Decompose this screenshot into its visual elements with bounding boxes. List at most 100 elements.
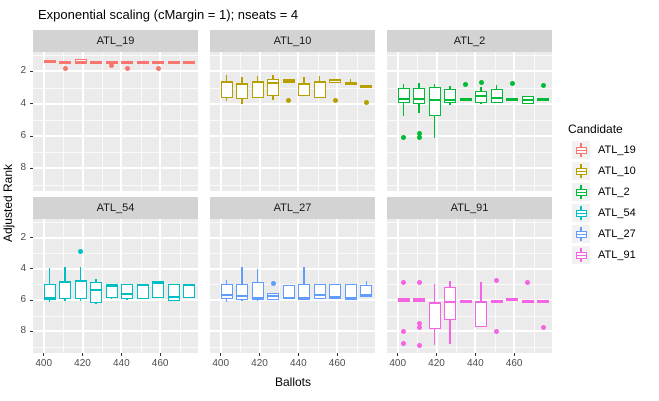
x-axis-tick-mark: [436, 353, 437, 356]
boxplot-whisker: [225, 75, 228, 82]
boxplot-box: [344, 283, 357, 300]
gridline-minor: [494, 219, 496, 353]
y-axis-tick-mark: [30, 135, 33, 137]
legend-item-label: ATL_91: [598, 249, 636, 261]
gridline-minor: [179, 52, 181, 191]
gridline-minor: [455, 52, 457, 191]
boxplot-median-line: [152, 282, 165, 285]
x-axis-tick-label: 440: [112, 358, 130, 369]
boxplot-whisker: [449, 102, 451, 105]
outlier-point: [286, 97, 292, 103]
outlier-point: [401, 328, 406, 334]
gridline-minor: [533, 219, 535, 353]
boxplot-box: [475, 300, 488, 327]
x-axis-tick-label: 440: [466, 358, 484, 369]
outlier-point: [124, 66, 130, 72]
boxplot-whisker: [79, 299, 82, 301]
outlier-point: [401, 341, 406, 347]
y-axis-title: Adjusted Rank: [1, 163, 15, 243]
boxplot-median-line: [444, 98, 457, 101]
gridline-major: [513, 219, 516, 353]
boxplot-box: [282, 285, 295, 300]
gridline-major: [258, 52, 261, 191]
gridline-minor: [140, 52, 142, 191]
boxplot-whisker: [449, 280, 451, 287]
y-axis-tick-mark: [30, 70, 33, 72]
y-axis-tick-label: 8: [20, 162, 26, 174]
boxplot-whisker: [418, 103, 420, 114]
gridline-major: [387, 70, 552, 73]
facet-strip-ATL_27: ATL_27: [210, 197, 375, 219]
outlier-point: [78, 249, 84, 255]
facet-strip-ATL_54: ATL_54: [33, 197, 198, 219]
boxplot-box: [413, 87, 426, 104]
outlier-point: [463, 81, 469, 87]
outlier-point: [540, 324, 546, 330]
gridline-major: [120, 52, 123, 191]
key-median-line: [575, 212, 587, 214]
x-axis-tick-mark: [82, 353, 83, 356]
outlier-point: [332, 97, 338, 103]
gridline-minor: [387, 55, 552, 57]
facet-strip-ATL_10: ATL_10: [210, 30, 375, 52]
gridline-major: [396, 52, 399, 191]
boxplot-median-line: [121, 292, 134, 295]
boxplot-box: [152, 281, 165, 299]
y-axis-tick-label: 6: [20, 294, 26, 306]
boxplot-whisker: [303, 266, 305, 284]
boxplot-median-line: [360, 294, 373, 297]
boxplot-whisker: [433, 283, 436, 302]
gridline-major: [33, 167, 198, 170]
facet-panel-ATL_19: [33, 52, 198, 191]
boxplot-key-icon: [572, 225, 590, 243]
x-axis-tick-label: 420: [251, 358, 268, 369]
gridline-major: [396, 219, 399, 353]
boxplot-whisker: [241, 98, 243, 104]
gridline-minor: [387, 152, 552, 154]
boxplot-median-line: [537, 97, 550, 100]
boxplot-median-line: [136, 60, 149, 63]
outlier-point: [494, 278, 500, 284]
boxplot-median-line: [251, 81, 264, 84]
boxplot-box: [136, 283, 149, 300]
gridline-major: [159, 52, 162, 191]
gridline-minor: [387, 119, 552, 121]
outlier-point: [401, 135, 406, 141]
boxplot-median-line: [490, 299, 503, 302]
boxplot-median-line: [90, 288, 103, 291]
boxplot-whisker: [64, 266, 66, 281]
gridline-minor: [417, 219, 419, 353]
boxplot-whisker: [449, 85, 451, 90]
gridline-minor: [387, 253, 552, 255]
boxplot-whisker: [95, 303, 97, 304]
boxplot-median-line: [444, 300, 457, 303]
gridline-minor: [278, 219, 280, 353]
boxplot-median-line: [43, 296, 56, 299]
gridline-minor: [210, 222, 375, 224]
boxplot-median-line: [74, 60, 87, 63]
gridline-minor: [210, 315, 375, 317]
x-axis-tick-mark: [43, 353, 45, 356]
gridline-major: [210, 135, 375, 138]
boxplot-whisker: [272, 95, 274, 100]
boxplot-median-line: [183, 60, 196, 63]
facet-panel-ATL_91: [387, 219, 552, 353]
key-median-line: [575, 233, 587, 235]
boxplot-median-line: [397, 299, 410, 302]
boxplot-median-line: [43, 60, 56, 63]
gridline-minor: [210, 119, 375, 121]
x-axis-tick-label: 420: [428, 358, 445, 369]
gridline-major: [336, 52, 339, 191]
gridline-minor: [455, 219, 457, 353]
boxplot-median-line: [167, 60, 180, 63]
y-axis-tick-label: 8: [20, 325, 26, 337]
gridline-major: [33, 70, 198, 73]
boxplot-whisker: [126, 299, 128, 300]
gridline-major: [435, 219, 438, 353]
boxplot-box: [167, 284, 180, 301]
boxplot-whisker: [433, 83, 436, 87]
gridline-major: [210, 330, 375, 333]
key-median-line: [575, 191, 587, 193]
gridline-major: [210, 70, 375, 73]
gridline-minor: [210, 87, 375, 89]
